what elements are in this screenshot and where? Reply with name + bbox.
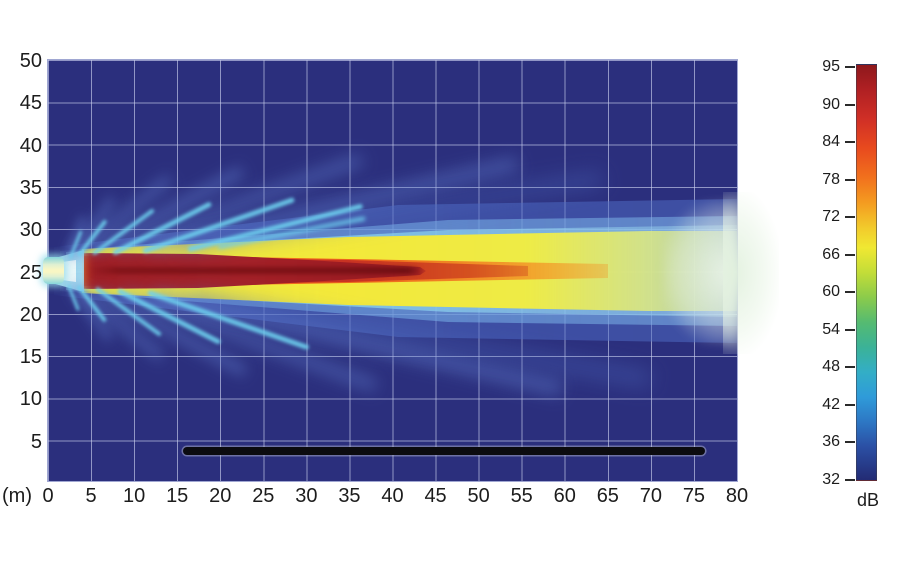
colorbar-tick-label: 60: [822, 283, 840, 300]
y-tick-label: 40: [19, 134, 42, 157]
colorbar-tick: [845, 178, 855, 181]
y-tick-label: 20: [19, 303, 42, 326]
x-tick-label: 60: [553, 485, 576, 507]
y-tick-label: 35: [19, 176, 42, 199]
colorbar-tick-label: 95: [822, 58, 840, 75]
x-axis-unit-label: (m): [2, 485, 32, 507]
beam-core-line: [88, 267, 422, 274]
colorbar-tick: [845, 478, 855, 481]
audience-line-bar: [183, 447, 705, 455]
colorbar-tick: [845, 141, 855, 143]
x-tick-label: 50: [467, 485, 490, 507]
x-tick-label: 75: [682, 485, 706, 507]
colorbar-tick-label: 54: [822, 320, 840, 338]
colorbar-tick-label: 90: [822, 95, 840, 113]
colorbar-tick: [845, 253, 855, 256]
y-tick-label: 15: [19, 346, 42, 369]
x-tick-label: 25: [252, 485, 275, 507]
beam-exit-glow: [723, 192, 779, 354]
x-tick-label: 30: [295, 485, 318, 507]
x-tick-label: 15: [166, 485, 189, 507]
colorbar-tick: [845, 403, 855, 406]
colorbar-tick-label: 48: [822, 358, 840, 375]
colorbar-tick: [845, 216, 855, 218]
y-tick-label: 50: [19, 50, 42, 72]
y-tick-label: 5: [30, 430, 42, 453]
x-tick-label: 55: [510, 485, 533, 507]
loudspeaker-source-icon: [43, 257, 64, 284]
colorbar-tick: [845, 366, 855, 368]
colorbar-tick-label: 66: [822, 245, 840, 263]
colorbar-tick: [845, 441, 855, 443]
colorbar-tick-label: 72: [822, 208, 840, 225]
spl-heatmap-canvas: [48, 60, 737, 481]
x-tick-label: 10: [123, 485, 146, 507]
colorbar-unit-label: dB: [856, 490, 880, 510]
x-tick-label: 5: [85, 485, 97, 507]
x-tick-label: 20: [209, 485, 232, 507]
colorbar-tick-label: 36: [822, 433, 840, 450]
y-tick-label: 10: [19, 388, 42, 411]
colorbar-tick: [845, 328, 855, 331]
x-tick-label: 70: [639, 485, 662, 507]
colorbar-tick: [845, 103, 855, 106]
colorbar-tick-label: 84: [822, 133, 840, 150]
colorbar-tick-label: 42: [822, 395, 840, 413]
y-tick-label: 30: [19, 219, 42, 242]
colorbar-tick: [845, 66, 855, 68]
y-tick-label: 25: [19, 261, 42, 284]
x-tick-label: 0: [42, 485, 54, 507]
colorbar-gradient: [856, 64, 877, 481]
colorbar-tick-label: 78: [822, 170, 840, 188]
colorbar-tick: [845, 291, 855, 293]
x-tick-label: 35: [338, 485, 361, 507]
y-tick-label: 45: [19, 92, 42, 115]
x-tick-label: 80: [725, 485, 749, 507]
x-tick-label: 65: [596, 485, 619, 507]
colorbar-tick-label: 32: [822, 470, 840, 488]
x-tick-label: 45: [424, 485, 447, 507]
x-tick-label: 40: [381, 485, 404, 507]
